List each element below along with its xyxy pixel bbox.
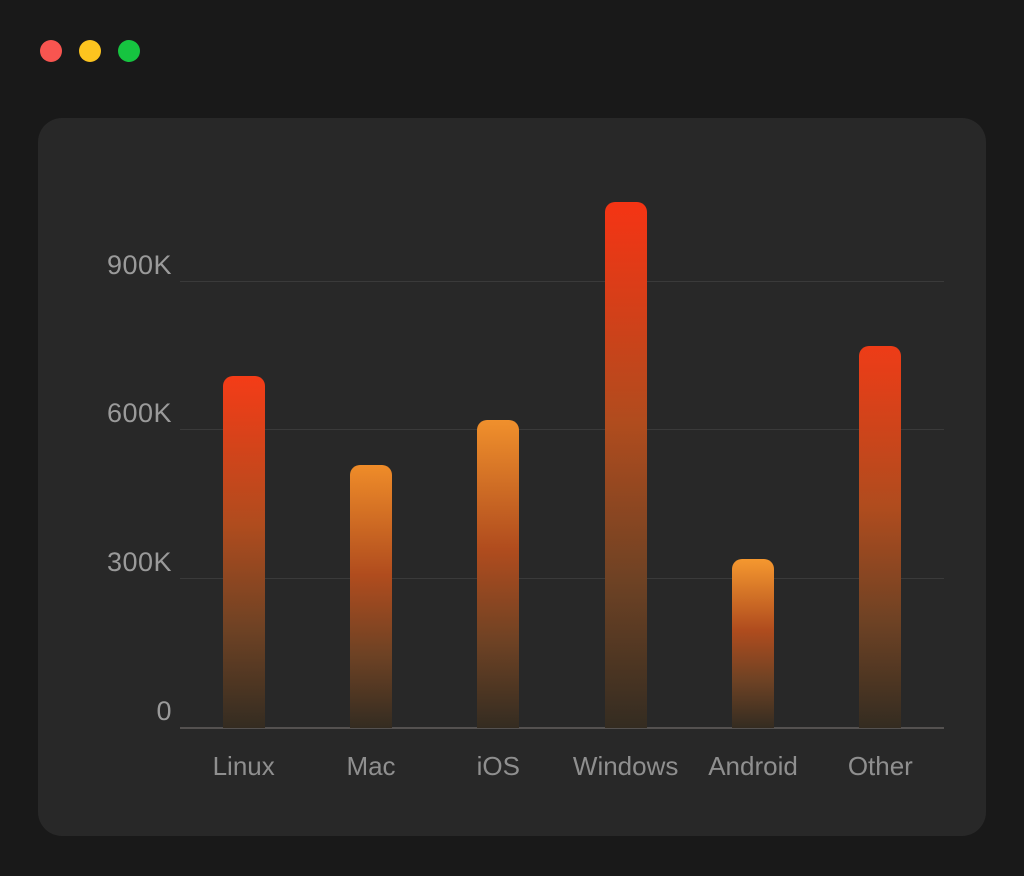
bar-windows[interactable] <box>604 202 647 728</box>
window-controls <box>40 40 140 62</box>
gridline-600K <box>180 429 944 431</box>
bar-ios[interactable] <box>477 420 520 728</box>
y-axis-tick-0: 0 <box>156 696 172 726</box>
bar-chart-plot-area: 0 300K 600K 900K Linux Mac iOS Windows Android Ot… <box>107 188 944 781</box>
y-axis-tick-900K: 900K <box>106 249 172 280</box>
gridline-300K <box>180 578 944 580</box>
x-axis-label-linux: Linux <box>212 751 275 781</box>
bar-other[interactable] <box>859 346 902 728</box>
x-axis-label-other: Other <box>847 751 913 781</box>
gridline-900K <box>180 280 944 282</box>
minimize-button[interactable] <box>79 40 101 62</box>
x-axis-line <box>180 727 944 729</box>
x-axis-label-ios: iOS <box>476 751 520 781</box>
bar-linux[interactable] <box>222 375 265 728</box>
bar-mac[interactable] <box>350 465 392 728</box>
x-axis-label-windows: Windows <box>572 751 679 781</box>
bar-android[interactable] <box>732 559 774 728</box>
chart-card: 0 300K 600K 900K Linux Mac iOS Windows Android Ot… <box>38 118 986 836</box>
close-button[interactable] <box>40 40 62 62</box>
y-axis-tick-600K: 600K <box>106 398 172 429</box>
y-axis-tick-300K: 300K <box>106 547 172 578</box>
zoom-button[interactable] <box>118 40 140 62</box>
x-axis-label-mac: Mac <box>346 751 396 781</box>
x-axis-label-android: Android <box>708 751 798 781</box>
